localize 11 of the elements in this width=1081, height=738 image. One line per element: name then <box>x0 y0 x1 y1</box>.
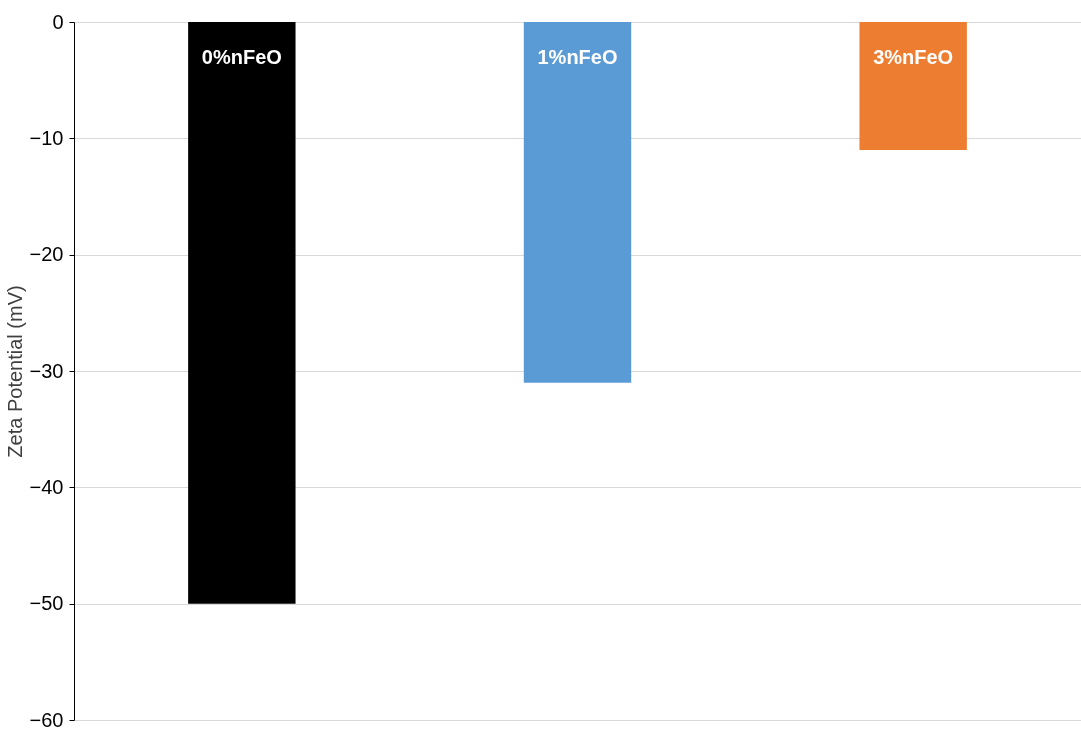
y-tick-label: −30 <box>29 359 64 382</box>
y-tick-label: 0 <box>52 10 64 33</box>
x-tick-label: 3%nFeO <box>873 46 954 68</box>
y-tick-label: −60 <box>29 708 64 731</box>
x-tick-label: 0%nFeO <box>201 46 282 68</box>
y-tick-label: −10 <box>29 126 64 149</box>
y-tick-label: −50 <box>29 592 64 615</box>
y-tick-label: −40 <box>29 475 64 498</box>
y-tick-label: −20 <box>29 243 64 266</box>
y-axis-title: Zeta Potential (mV) <box>3 285 26 458</box>
x-tick-label: 1%nFeO <box>537 46 618 68</box>
